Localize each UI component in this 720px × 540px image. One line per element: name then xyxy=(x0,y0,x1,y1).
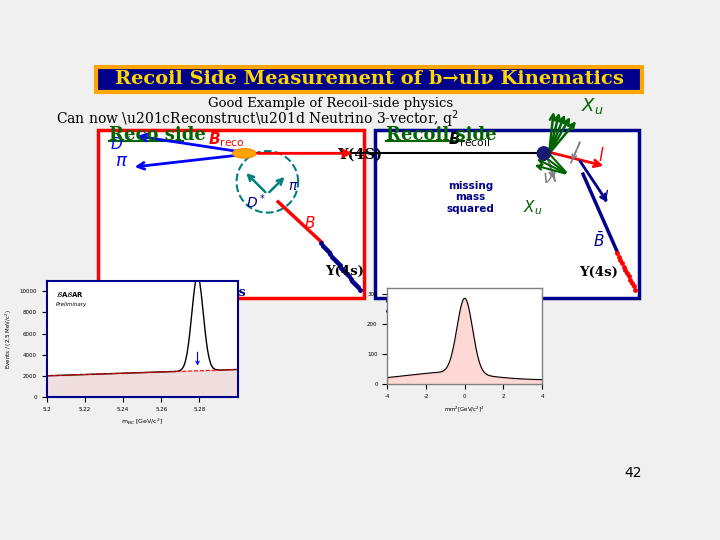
Text: B$_{\rm reco}$: B$_{\rm reco}$ xyxy=(208,130,245,149)
Text: Can now \u201cReconstruct\u201d Neutrino 3-vector, q$^2$: Can now \u201cReconstruct\u201d Neutrino… xyxy=(56,108,459,130)
Text: Reco side: Reco side xyxy=(109,126,206,144)
Text: $X_u$: $X_u$ xyxy=(523,198,543,217)
Ellipse shape xyxy=(233,148,256,158)
Text: Y(4s): Y(4s) xyxy=(579,266,618,279)
Text: $\bullet$M$_X$ reconstruction: $\bullet$M$_X$ reconstruction xyxy=(383,294,501,310)
Bar xyxy=(98,130,364,298)
Text: 42: 42 xyxy=(624,466,642,480)
Text: B$_{\rm recoil}$: B$_{\rm recoil}$ xyxy=(448,130,490,149)
Bar xyxy=(96,67,642,92)
Text: $B$: $B$ xyxy=(304,215,315,231)
Text: $\pi$: $\pi$ xyxy=(114,152,127,170)
Text: Y(4S): Y(4S) xyxy=(337,148,382,162)
Text: $D^*$: $D^*$ xyxy=(110,134,132,153)
Text: $\bar{B}$: $\bar{B}$ xyxy=(593,231,604,250)
Text: $X_u$: $X_u$ xyxy=(581,96,603,117)
Text: $l$: $l$ xyxy=(603,189,609,205)
Y-axis label: Events / (2.5 MeV/c$^2$): Events / (2.5 MeV/c$^2$) xyxy=(4,309,14,369)
Text: $\pi$: $\pi$ xyxy=(288,179,299,193)
Bar xyxy=(375,130,639,298)
Text: Preliminary: Preliminary xyxy=(56,302,88,307)
Text: $\nu$: $\nu$ xyxy=(542,169,553,187)
Text: missing
mass
squared: missing mass squared xyxy=(446,181,495,214)
Ellipse shape xyxy=(537,147,550,160)
Text: Y(4s): Y(4s) xyxy=(325,265,364,278)
Text: $D^*$: $D^*$ xyxy=(246,193,266,211)
X-axis label: m$_{BC}$ [GeV/c$^2$]: m$_{BC}$ [GeV/c$^2$] xyxy=(121,417,163,427)
Text: $\bullet$Kinematic constraints to: $\bullet$Kinematic constraints to xyxy=(383,304,538,318)
Text: Good Example of Recoil-side physics: Good Example of Recoil-side physics xyxy=(208,97,453,110)
Text: $\mathcal{B}$A$\mathcal{B}$AR: $\mathcal{B}$A$\mathcal{B}$AR xyxy=(56,289,84,299)
Text: B Candidate Mass: B Candidate Mass xyxy=(120,286,246,299)
Text: $l$: $l$ xyxy=(598,147,605,165)
Text: Recoil Side Measurement of b→ulν Kinematics: Recoil Side Measurement of b→ulν Kinemat… xyxy=(114,70,624,89)
Text: improve M$_X$ resolution: improve M$_X$ resolution xyxy=(392,312,528,329)
Text: Recoil side: Recoil side xyxy=(386,126,497,144)
X-axis label: mm$^2$[GeV/c$^2$]$^2$: mm$^2$[GeV/c$^2$]$^2$ xyxy=(444,405,485,414)
